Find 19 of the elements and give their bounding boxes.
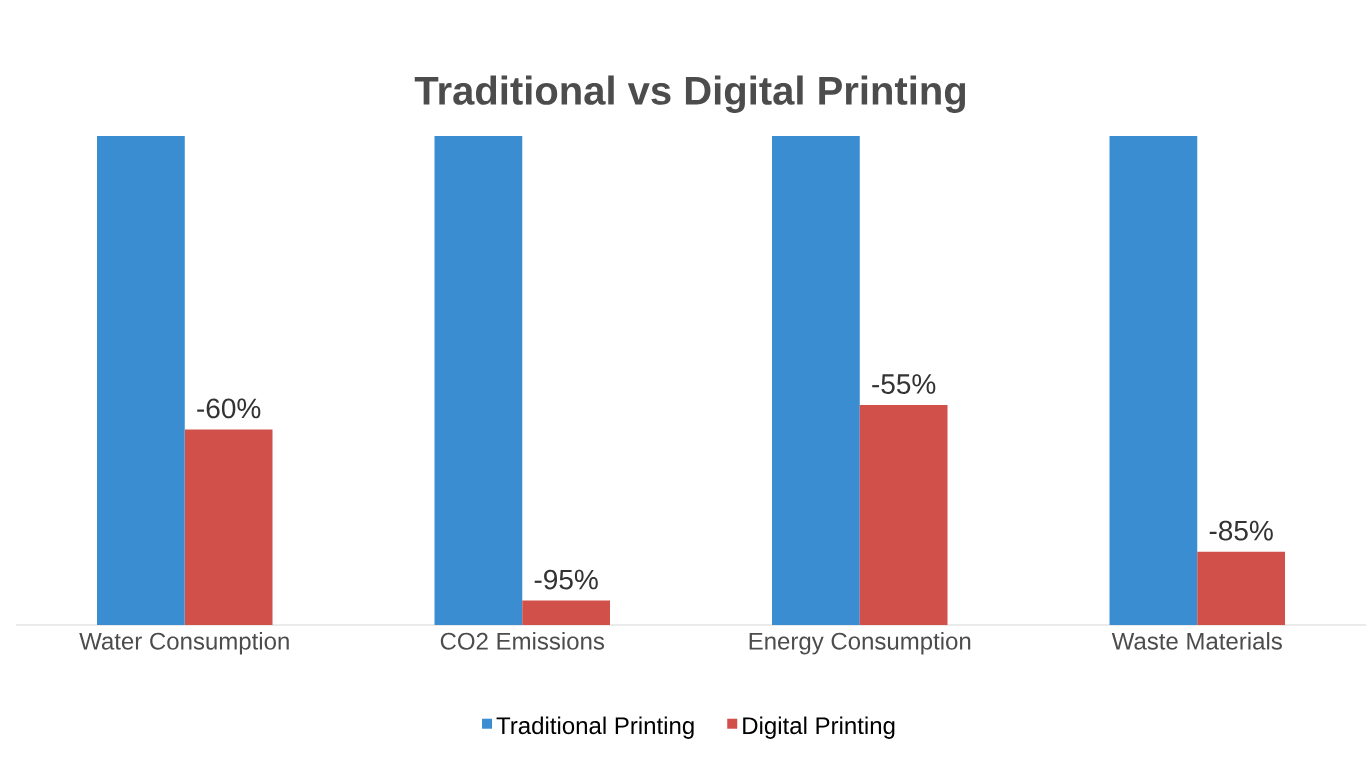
x-tick-label: Water Consumption [79, 632, 289, 655]
bar [1197, 551, 1286, 625]
x-tick-label: Energy Consumption [749, 632, 971, 655]
bar [772, 136, 860, 625]
bar [522, 600, 611, 625]
x-tick-label: Waste Materials [1111, 632, 1282, 650]
bar [1109, 136, 1198, 625]
bar [434, 136, 523, 625]
legend-label: Digital Printing [743, 716, 895, 739]
annotation: -95% [534, 569, 598, 590]
legend-label: Traditional Printing [496, 716, 694, 739]
bar [97, 136, 185, 625]
bar [859, 404, 948, 625]
chart-title: Traditional vs Digital Printing [414, 75, 966, 113]
bar [184, 429, 273, 625]
annotation: -60% [197, 398, 261, 419]
x-tick-label: CO2 Emissions [440, 632, 605, 650]
annotation: -55% [872, 374, 936, 394]
annotation: -85% [1209, 520, 1273, 541]
